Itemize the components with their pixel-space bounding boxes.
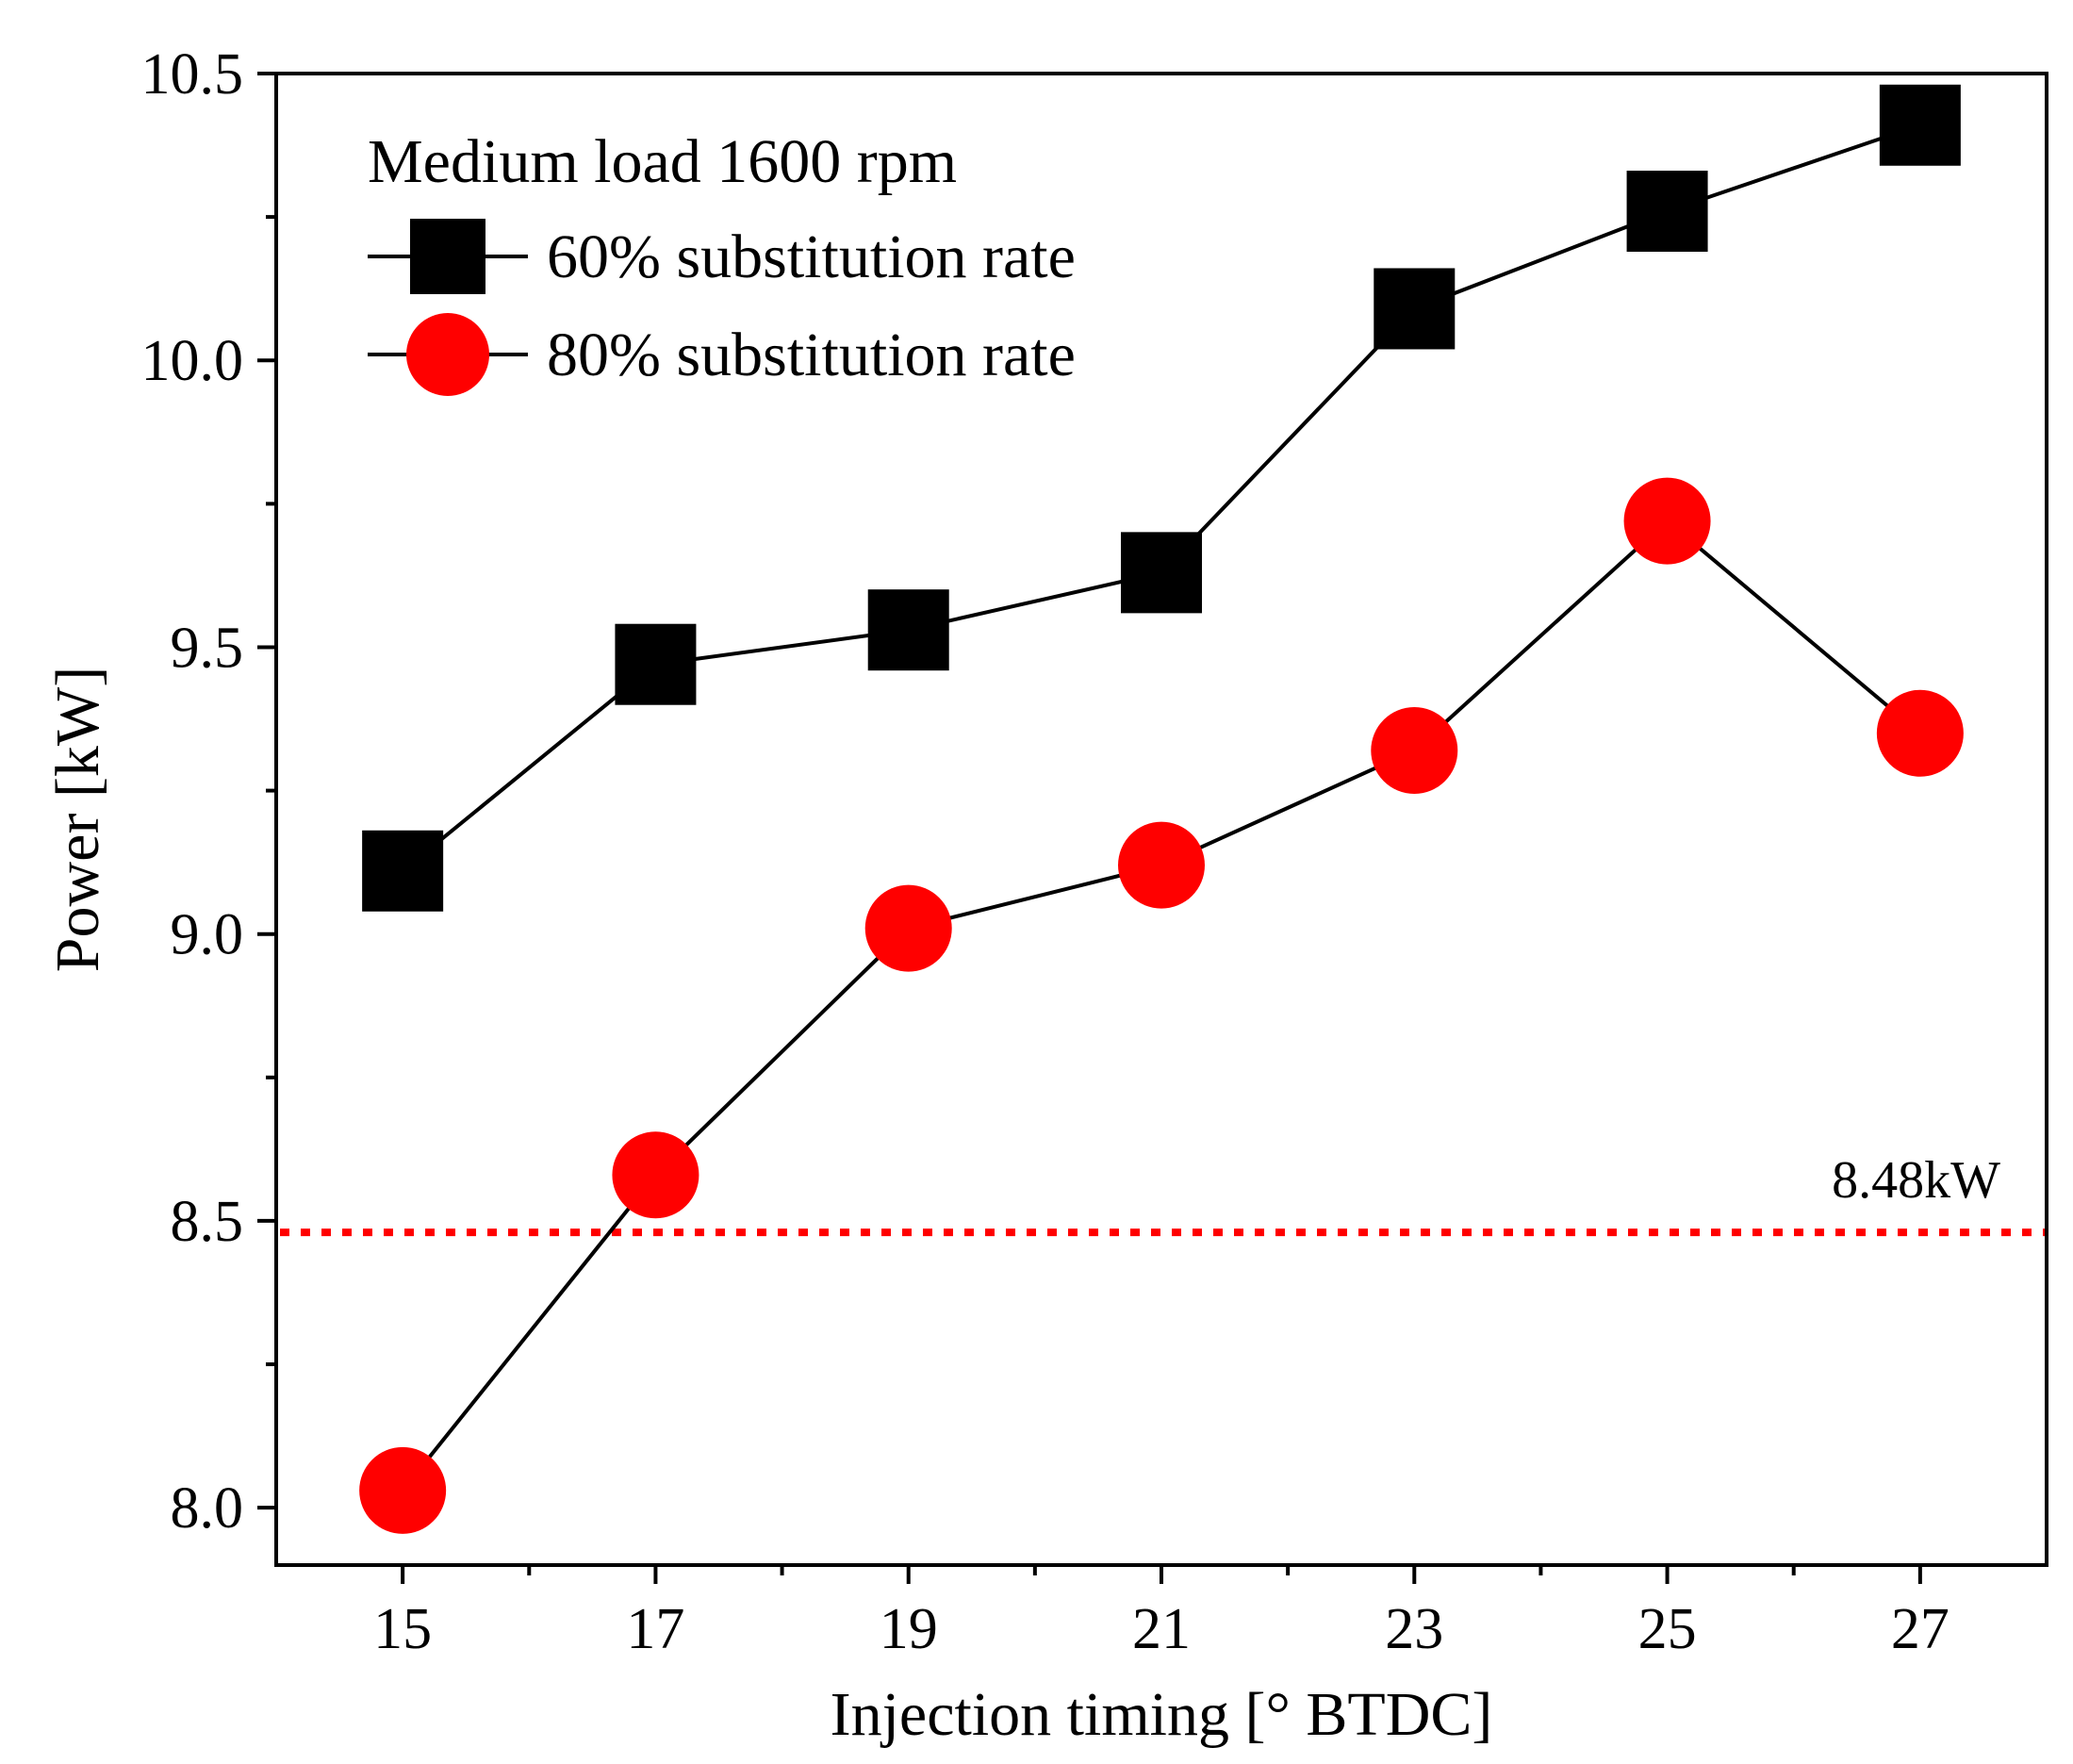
x-tick-label: 25 — [1638, 1597, 1697, 1661]
legend-title: Medium load 1600 rpm — [368, 127, 957, 196]
data-point-circle — [1371, 706, 1458, 794]
data-point-square — [1626, 171, 1708, 253]
reference-line-layer: 8.48kW — [280, 1151, 2045, 1237]
data-point-circle — [359, 1446, 447, 1534]
legend-square-marker — [410, 219, 485, 294]
x-tick-label: 17 — [626, 1597, 684, 1661]
data-point-circle — [1623, 477, 1711, 565]
data-point-square — [1879, 84, 1961, 166]
axes-layer: 15 17 19 21 23 25 27 8.0 8.5 9.0 9.5 10.0 10.5 Inject… — [43, 42, 2048, 1749]
data-point-square — [615, 623, 697, 705]
data-point-square — [1121, 532, 1202, 614]
x-axis-label: Injection timing [° BTDC] — [831, 1680, 1493, 1749]
x-tick-label: 15 — [373, 1597, 432, 1661]
y-axis-label: Power [kW] — [43, 667, 112, 972]
x-tick-label: 21 — [1132, 1597, 1191, 1661]
data-point-circle — [864, 884, 952, 972]
plot-frame — [274, 72, 2048, 1567]
x-tick-label: 27 — [1891, 1597, 1950, 1661]
y-tick-label: 9.5 — [171, 616, 244, 680]
y-tick-label: 10.0 — [141, 329, 244, 393]
reference-line-label: 8.48kW — [1832, 1151, 2000, 1210]
data-point-square — [1374, 268, 1456, 350]
data-point-circle — [612, 1131, 699, 1219]
data-point-circle — [1876, 689, 1964, 777]
y-tick-label: 10.5 — [141, 42, 244, 107]
legend-entry-label: 80% substitution rate — [547, 321, 1076, 389]
x-tick-label: 23 — [1385, 1597, 1443, 1661]
legend-circle-marker — [406, 313, 489, 396]
y-tick-label: 8.0 — [171, 1476, 244, 1541]
y-tick-label: 9.0 — [171, 903, 244, 967]
data-point-square — [362, 830, 444, 912]
x-tick-label: 19 — [880, 1597, 938, 1661]
legend: Medium load 1600 rpm 60% substitution rat… — [368, 127, 1076, 396]
series-markers-layer — [359, 84, 1964, 1534]
data-point-circle — [1118, 821, 1205, 909]
data-point-square — [867, 589, 949, 671]
y-tick-label: 8.5 — [171, 1190, 244, 1254]
legend-entry-label: 60% substitution rate — [547, 223, 1076, 291]
